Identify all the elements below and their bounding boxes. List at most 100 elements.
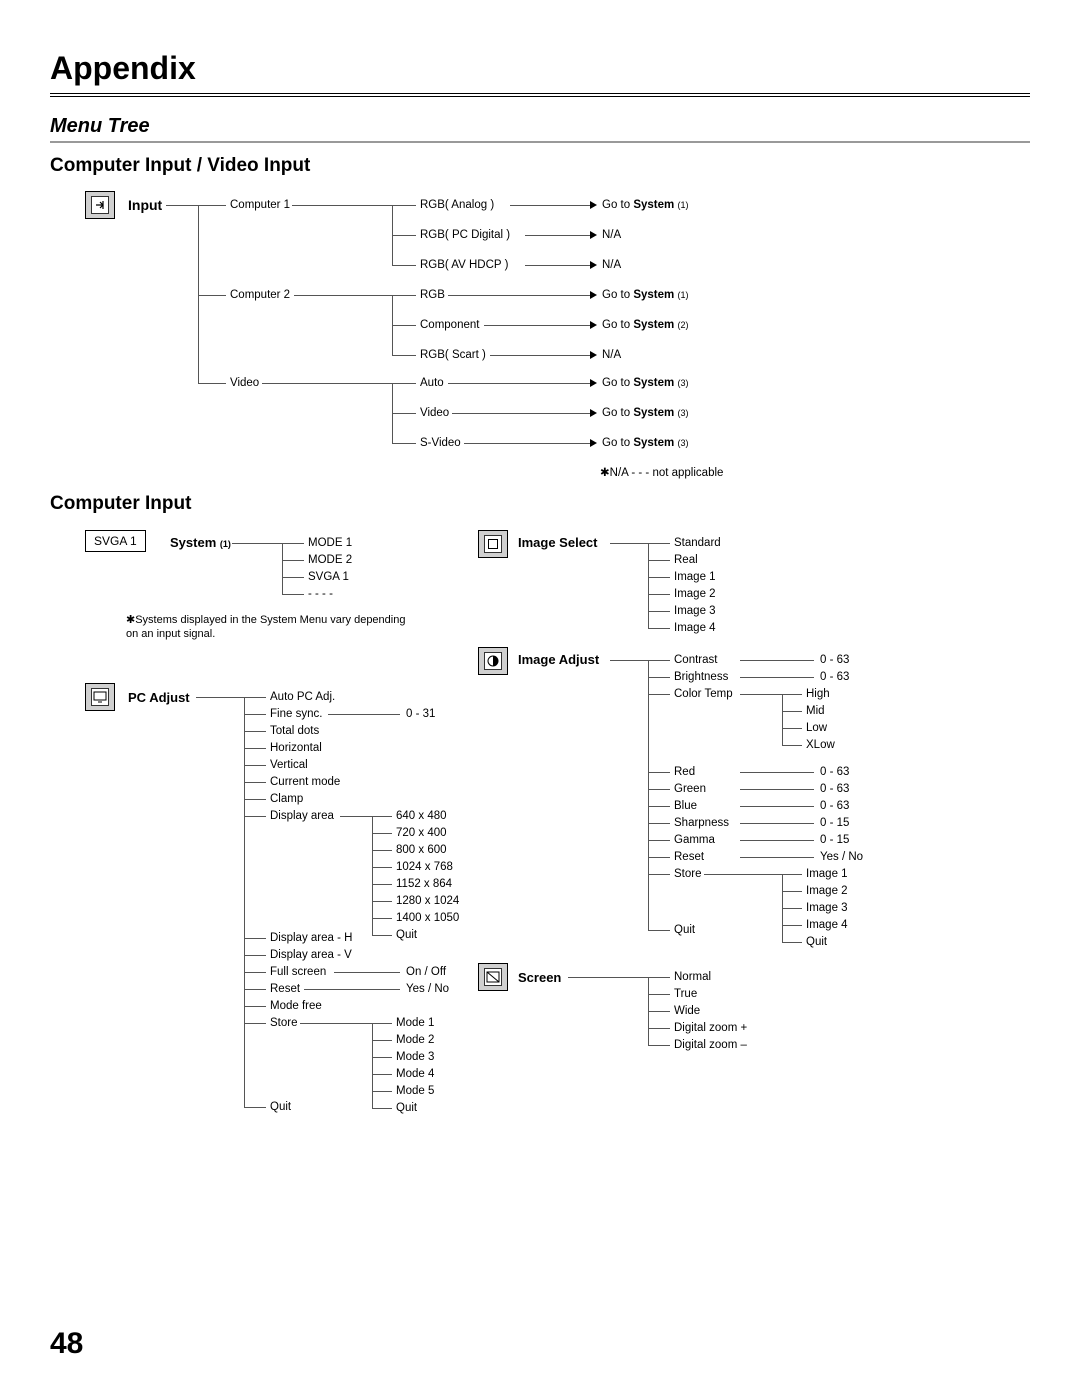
image-adjust-icon [478, 647, 508, 675]
tree-item: Standard [674, 537, 721, 549]
tree-item: Image 4 [674, 622, 716, 634]
tree-item: Go to System (1) [602, 289, 688, 301]
tree-item: Mode 1 [396, 1017, 434, 1029]
tree-item: 1400 x 1050 [396, 912, 459, 924]
tree-item: Green [674, 783, 706, 795]
imageadjust-label: Image Adjust [518, 652, 599, 667]
tree-item: 0 - 15 [820, 834, 849, 846]
tree-item: Mode 5 [396, 1085, 434, 1097]
tree-item: 0 - 31 [406, 708, 435, 720]
tree-item: Reset [674, 851, 704, 863]
tree-item: Auto [420, 377, 444, 389]
arrow-icon [590, 409, 597, 417]
arrow-icon [590, 261, 597, 269]
arrow-icon [590, 201, 597, 209]
tree-item: Image 1 [806, 868, 848, 880]
tree-item: Quit [396, 929, 417, 941]
tree-item: 0 - 63 [820, 766, 849, 778]
tree-item: Reset [270, 983, 300, 995]
tree-item: MODE 1 [308, 537, 352, 549]
tree-item: Go to System (1) [602, 199, 688, 211]
imageselect-label: Image Select [518, 535, 598, 550]
system-label: System (1) [170, 535, 231, 550]
tree-item: 0 - 63 [820, 671, 849, 683]
tree-item: On / Off [406, 966, 446, 978]
tree-item: Yes / No [406, 983, 449, 995]
tree-item: Sharpness [674, 817, 729, 829]
tree-item: 720 x 400 [396, 827, 447, 839]
tree-item: Image 3 [806, 902, 848, 914]
tree-item: RGB( Scart ) [420, 349, 486, 361]
tree-item: Go to System (2) [602, 319, 688, 331]
tree-item: S-Video [420, 437, 461, 449]
pc-adjust-icon [85, 683, 115, 711]
tree-item: RGB( Analog ) [420, 199, 494, 211]
arrow-icon [590, 321, 597, 329]
tree-item: SVGA 1 [308, 571, 349, 583]
input-label: Input [128, 197, 162, 213]
section-title: Menu Tree [50, 115, 1030, 143]
tree-item: RGB( AV HDCP ) [420, 259, 508, 271]
tree-item: XLow [806, 739, 835, 751]
tree-item: 0 - 63 [820, 783, 849, 795]
tree-item: Blue [674, 800, 697, 812]
tree-item: Gamma [674, 834, 715, 846]
tree-item: Go to System (3) [602, 437, 688, 449]
tree-item: Store [270, 1017, 298, 1029]
tree-item: Real [674, 554, 698, 566]
tree-item: Image 2 [674, 588, 716, 600]
appendix-header: Appendix [50, 50, 1030, 97]
tree-item: Mode 2 [396, 1034, 434, 1046]
tree-item: Digital zoom + [674, 1022, 747, 1034]
tree-item: Quit [270, 1101, 291, 1113]
tree-item: N/A [602, 349, 621, 361]
tree-item: Mode 4 [396, 1068, 434, 1080]
tree-item: Display area [270, 810, 334, 822]
page-number: 48 [50, 1327, 83, 1361]
tree-item: - - - - [308, 588, 333, 600]
screen-label: Screen [518, 970, 561, 985]
tree-item: RGB [420, 289, 445, 301]
tree-item: Full screen [270, 966, 326, 978]
svga-label: SVGA 1 [85, 530, 146, 552]
tree-item: 640 x 480 [396, 810, 447, 822]
tree-item: Digital zoom – [674, 1039, 747, 1051]
tree-item: Quit [806, 936, 827, 948]
tree-item: RGB( PC Digital ) [420, 229, 510, 241]
tree-item: Mid [806, 705, 825, 717]
system-note: ✱Systems displayed in the System Menu va… [126, 613, 416, 642]
tree-item: 800 x 600 [396, 844, 447, 856]
arrow-icon [590, 439, 597, 447]
tree-item: Image 2 [806, 885, 848, 897]
tree-item: High [806, 688, 830, 700]
tree-item: 0 - 63 [820, 654, 849, 666]
tree-item: Clamp [270, 793, 303, 805]
tree-item: Mode 3 [396, 1051, 434, 1063]
tree-item: Go to System (3) [602, 377, 688, 389]
tree-item: Computer 2 [230, 289, 290, 301]
pcadjust-label: PC Adjust [128, 690, 190, 705]
input-icon [85, 191, 115, 219]
screen-icon [478, 963, 508, 991]
sub-title-2: Computer Input [50, 493, 1030, 515]
tree-item: True [674, 988, 697, 1000]
arrow-icon [590, 291, 597, 299]
tree-item: 1024 x 768 [396, 861, 453, 873]
tree-item: Red [674, 766, 695, 778]
tree-item: Mode free [270, 1000, 322, 1012]
tree-item: Display area - V [270, 949, 352, 961]
tree-item: Low [806, 722, 827, 734]
tree-item: MODE 2 [308, 554, 352, 566]
tree-item: 1152 x 864 [396, 878, 452, 890]
tree-item: Component [420, 319, 479, 331]
tree-item: Quit [674, 924, 695, 936]
tree-item: Yes / No [820, 851, 863, 863]
tree-item: Wide [674, 1005, 700, 1017]
tree-item: Image 1 [674, 571, 716, 583]
tree-item: Total dots [270, 725, 319, 737]
tree-item: Video [230, 377, 259, 389]
tree-item: Vertical [270, 759, 308, 771]
tree-item: 0 - 15 [820, 817, 849, 829]
tree-item: Display area - H [270, 932, 352, 944]
tree-item: Fine sync. [270, 708, 322, 720]
